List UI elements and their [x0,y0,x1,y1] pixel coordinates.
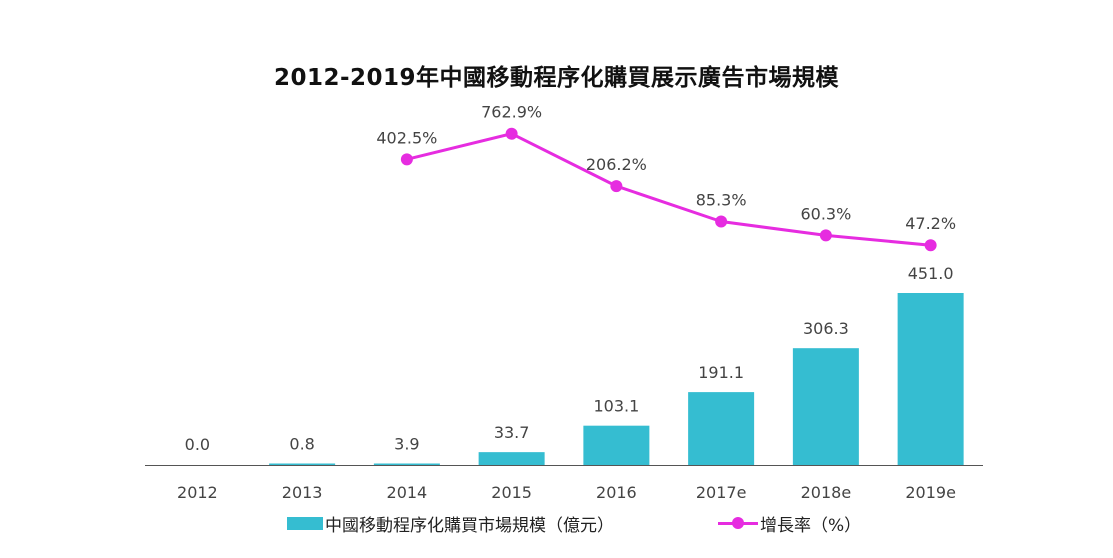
growth-point-2014 [400,153,413,166]
bar-label-2019e: 451.0 [908,264,954,283]
bar-2018e [792,348,859,465]
growth-label-2019e: 47.2% [905,214,956,233]
x-tick-2018e: 2018e [801,483,852,500]
legend-line-swatch [718,516,758,530]
growth-point-2015 [505,127,518,140]
growth-label-2014: 402.5% [376,128,437,147]
legend-item-growth-rate: 增長率（%） [718,510,861,536]
growth-point-2019e [924,239,937,252]
growth-point-2018e [819,229,832,242]
growth-point-2017e [715,215,728,228]
bar-value-labels: 0.0 0.8 3.9 33.7 103.1 191.1 306.3 451.0 [185,264,954,454]
bar-2014 [373,463,440,465]
x-tick-2015: 2015 [491,483,532,500]
growth-label-2015: 762.9% [481,103,542,122]
growth-rate-labels: 402.5% 762.9% 206.2% 85.3% 60.3% 47.2% [376,103,956,233]
bar-series [269,293,964,465]
bar-2013 [269,463,336,465]
growth-label-2016: 206.2% [586,155,647,174]
x-tick-2014: 2014 [387,483,428,500]
bar-2019e [897,293,964,465]
bar-label-2014: 3.9 [394,435,419,454]
bar-label-2018e: 306.3 [803,319,849,338]
growth-label-2017e: 85.3% [696,190,747,209]
x-tick-2019e: 2019e [905,483,956,500]
bar-label-2015: 33.7 [494,423,530,442]
legend-item-market-size: 中國移動程序化購買市場規模（億元） [287,510,614,536]
x-tick-2012: 2012 [177,483,218,500]
x-tick-2017e: 2017e [696,483,747,500]
bar-2016 [583,425,650,465]
bar-label-2013: 0.8 [289,435,314,454]
growth-rate-line [406,132,931,247]
bar-label-2012: 0.0 [185,435,210,454]
growth-label-2018e: 60.3% [800,204,851,223]
bar-label-2016: 103.1 [593,397,639,416]
chart-plot: 2012 2013 2014 2015 2016 2017e 2018e 2019e 0.0 0… [145,103,983,500]
x-tick-2013: 2013 [282,483,323,500]
x-tick-2016: 2016 [596,483,637,500]
growth-rate-points [400,127,937,252]
legend-label-growth-rate: 增長率（%） [760,515,862,536]
bar-2015 [478,452,545,465]
legend-label-market-size: 中國移動程序化購買市場規模（億元） [325,515,614,536]
bar-2017e [688,392,755,465]
legend-bar-swatch [287,516,323,530]
chart-title: 2012-2019年中國移動程序化購買展示廣告市場規模 [273,65,840,91]
growth-point-2016 [610,180,623,193]
x-axis-tick-labels: 2012 2013 2014 2015 2016 2017e 2018e 2019e [177,483,956,500]
bar-label-2017e: 191.1 [698,363,744,382]
